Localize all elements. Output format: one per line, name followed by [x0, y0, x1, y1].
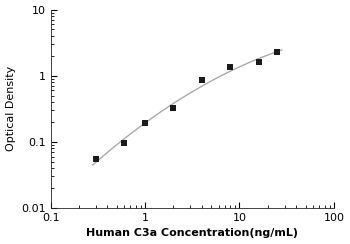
- Point: [199, 78, 205, 82]
- Point: [93, 157, 98, 161]
- Y-axis label: Optical Density: Optical Density: [6, 66, 15, 152]
- Point: [171, 106, 176, 110]
- Point: [121, 141, 127, 145]
- Point: [274, 50, 280, 54]
- Point: [142, 122, 148, 125]
- Point: [228, 65, 233, 69]
- Point: [256, 60, 261, 64]
- X-axis label: Human C3a Concentration(ng/mL): Human C3a Concentration(ng/mL): [86, 228, 298, 238]
